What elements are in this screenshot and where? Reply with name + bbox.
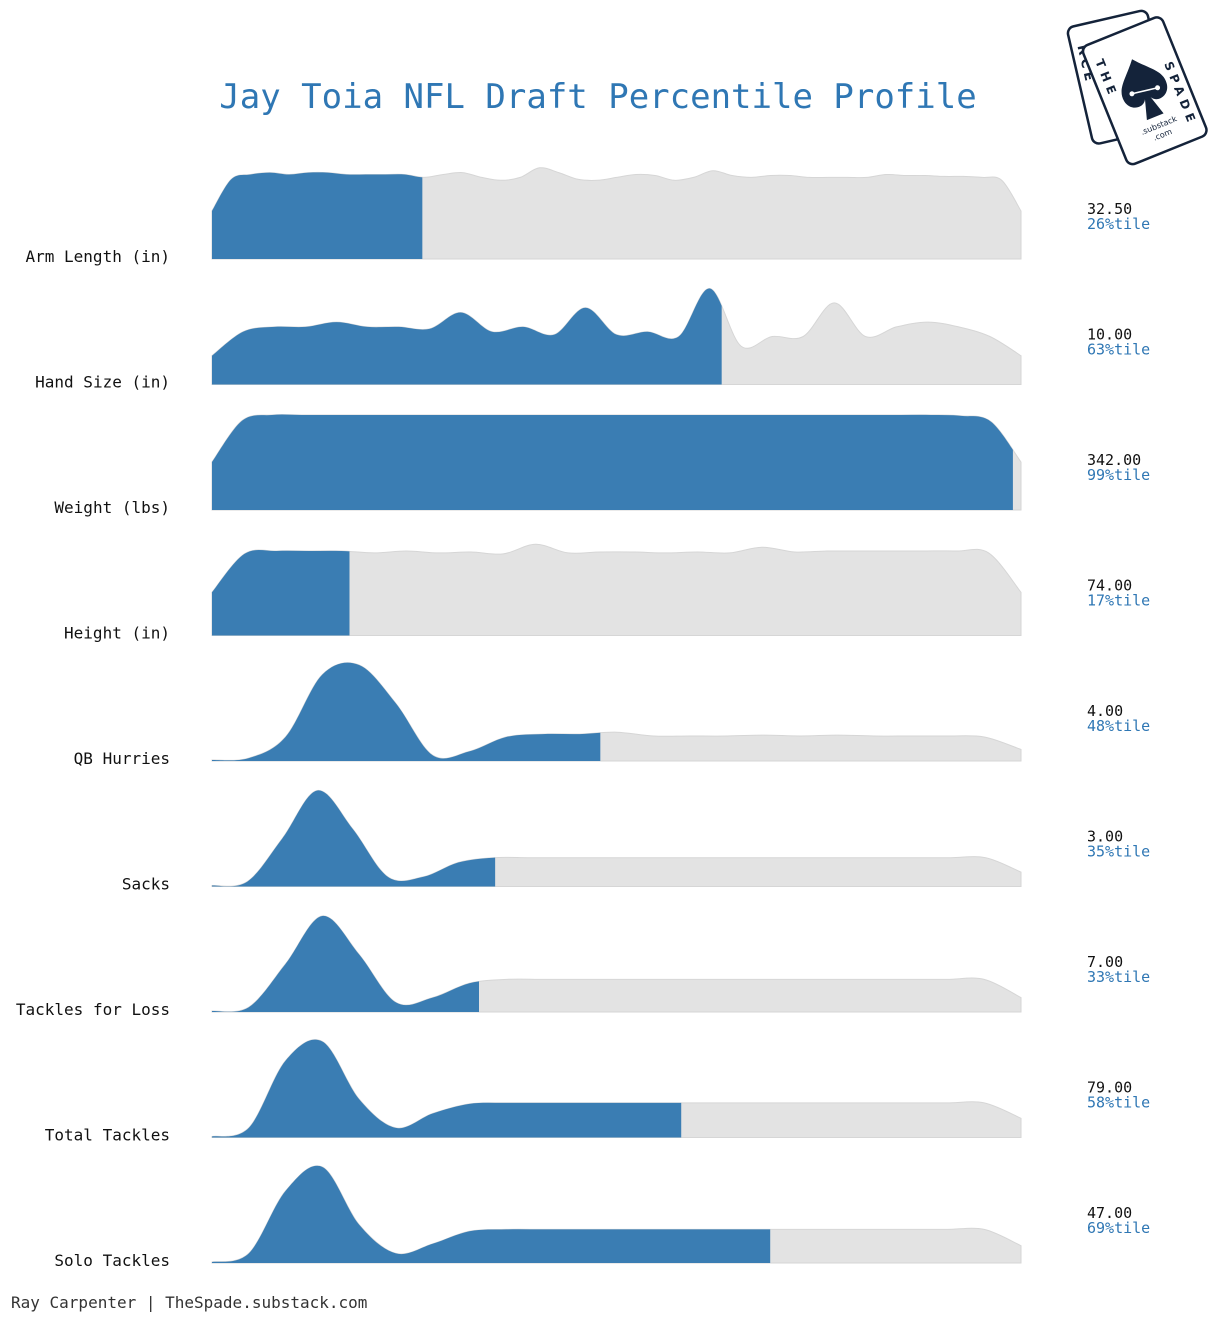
density-percentile-fill-6 bbox=[212, 915, 479, 1012]
density-percentile-fill-4 bbox=[212, 662, 601, 761]
metric-percentile-0: 26%tile bbox=[1087, 215, 1150, 233]
metric-value-6: 7.00 bbox=[1087, 953, 1123, 971]
metric-label-8: Solo Tackles bbox=[54, 1251, 170, 1270]
spade-icon bbox=[1121, 59, 1168, 121]
metric-label-3: Height (in) bbox=[64, 624, 170, 643]
metric-percentile-5: 35%tile bbox=[1087, 843, 1150, 861]
metric-percentile-7: 58%tile bbox=[1087, 1094, 1150, 1112]
density-percentile-fill-3 bbox=[212, 550, 350, 636]
metric-label-7: Total Tackles bbox=[45, 1126, 170, 1145]
metric-value-8: 47.00 bbox=[1087, 1204, 1132, 1222]
metric-percentile-3: 17%tile bbox=[1087, 592, 1150, 610]
density-percentile-fill-7 bbox=[212, 1039, 682, 1138]
metric-percentile-2: 99%tile bbox=[1087, 466, 1150, 484]
metric-percentile-4: 48%tile bbox=[1087, 717, 1150, 735]
chart-title: Jay Toia NFL Draft Percentile Profile bbox=[219, 77, 976, 117]
the-spade-logo: RCE THE SPADE .substack .com bbox=[1066, 9, 1208, 166]
density-percentile-fill-2 bbox=[212, 414, 1013, 510]
metric-label-6: Tackles for Loss bbox=[16, 1000, 170, 1019]
density-percentile-fill-1 bbox=[212, 288, 722, 385]
metric-value-5: 3.00 bbox=[1087, 828, 1123, 846]
metric-label-0: Arm Length (in) bbox=[26, 247, 171, 266]
metric-percentile-8: 69%tile bbox=[1087, 1219, 1150, 1237]
density-percentile-fill-5 bbox=[212, 790, 496, 887]
metric-percentile-6: 33%tile bbox=[1087, 968, 1150, 986]
metric-value-1: 10.00 bbox=[1087, 326, 1132, 344]
metric-percentile-1: 63%tile bbox=[1087, 341, 1150, 359]
metric-value-4: 4.00 bbox=[1087, 702, 1123, 720]
metric-value-3: 74.00 bbox=[1087, 577, 1132, 595]
metric-label-5: Sacks bbox=[122, 875, 170, 894]
metric-label-1: Hand Size (in) bbox=[35, 373, 170, 392]
metric-label-2: Weight (lbs) bbox=[54, 498, 170, 517]
metric-value-2: 342.00 bbox=[1087, 451, 1141, 469]
metric-value-7: 79.00 bbox=[1087, 1079, 1132, 1097]
density-percentile-fill-8 bbox=[212, 1165, 771, 1263]
density-percentile-fill-0 bbox=[212, 172, 423, 259]
footer-credit: Ray Carpenter | TheSpade.substack.com bbox=[11, 1293, 368, 1312]
metric-label-4: QB Hurries bbox=[74, 749, 170, 768]
metric-value-0: 32.50 bbox=[1087, 200, 1132, 218]
